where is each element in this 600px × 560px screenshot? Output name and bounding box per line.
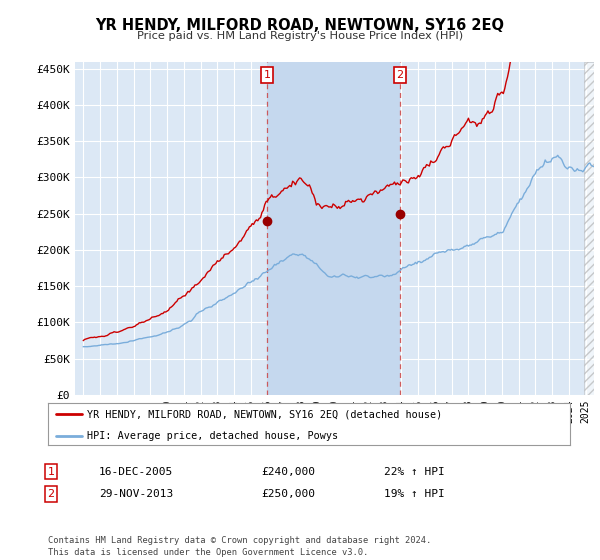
- Text: 1: 1: [47, 466, 55, 477]
- Text: YR HENDY, MILFORD ROAD, NEWTOWN, SY16 2EQ: YR HENDY, MILFORD ROAD, NEWTOWN, SY16 2E…: [95, 18, 505, 33]
- Text: Contains HM Land Registry data © Crown copyright and database right 2024.
This d: Contains HM Land Registry data © Crown c…: [48, 536, 431, 557]
- Text: 1: 1: [263, 70, 271, 80]
- Text: 29-NOV-2013: 29-NOV-2013: [99, 489, 173, 499]
- Text: 19% ↑ HPI: 19% ↑ HPI: [384, 489, 445, 499]
- Text: £250,000: £250,000: [261, 489, 315, 499]
- Text: YR HENDY, MILFORD ROAD, NEWTOWN, SY16 2EQ (detached house): YR HENDY, MILFORD ROAD, NEWTOWN, SY16 2E…: [87, 409, 442, 419]
- Text: 16-DEC-2005: 16-DEC-2005: [99, 466, 173, 477]
- Text: 22% ↑ HPI: 22% ↑ HPI: [384, 466, 445, 477]
- Text: Price paid vs. HM Land Registry's House Price Index (HPI): Price paid vs. HM Land Registry's House …: [137, 31, 463, 41]
- Bar: [584, 62, 594, 395]
- Text: 2: 2: [397, 70, 404, 80]
- Bar: [267, 62, 400, 395]
- Text: HPI: Average price, detached house, Powys: HPI: Average price, detached house, Powy…: [87, 431, 338, 441]
- Text: £240,000: £240,000: [261, 466, 315, 477]
- Text: 2: 2: [47, 489, 55, 499]
